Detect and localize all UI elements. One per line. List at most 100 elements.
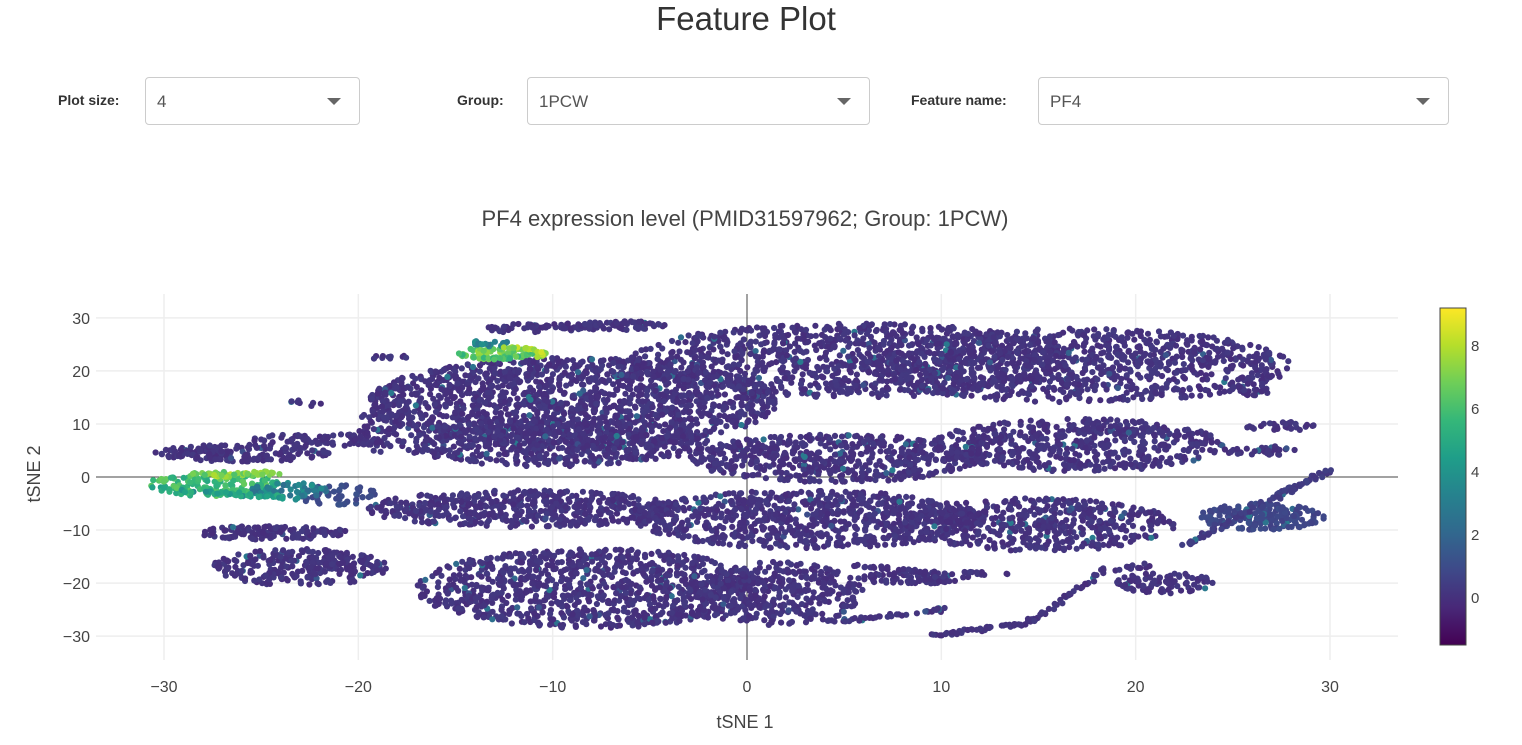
cell-point [893,459,900,466]
cell-point [812,322,819,329]
cell-point [638,375,645,382]
cell-point [848,456,856,463]
cell-point [977,353,984,360]
cell-point [605,377,613,384]
cell-point [1121,436,1128,443]
cell-point [971,359,978,366]
cell-point [1077,460,1084,467]
cell-point [741,370,749,377]
cell-point [1050,466,1057,473]
cell-point [1073,373,1080,381]
cell-point [1266,349,1273,356]
cell-point [633,433,640,441]
cell-point [1131,438,1138,446]
cell-point [1157,333,1164,340]
cell-point [620,382,627,389]
cell-point [688,439,695,446]
cell-point [464,361,471,368]
cell-point [849,441,856,448]
cell-point [1132,350,1139,357]
cell-point [669,404,676,411]
cell-point [854,347,862,354]
cell-point [838,476,845,483]
cell-point [978,460,985,467]
cell-point [514,369,522,376]
cell-point [1006,432,1014,440]
cell-point [675,411,682,418]
cell-point [1152,346,1159,353]
cell-point [1101,465,1108,472]
group-select[interactable]: 1PCW [527,77,870,125]
cell-point [1093,353,1100,361]
cell-point [538,371,546,378]
cell-point [509,438,516,445]
cell-point [906,454,913,461]
cell-point [664,449,672,456]
cell-point [626,400,633,407]
cell-point [1123,372,1130,379]
cell-point [1173,369,1180,376]
cell-point [1141,440,1148,447]
cell-point [758,398,765,405]
cell-point [408,391,415,398]
cell-point [452,409,459,416]
cell-point [998,387,1006,394]
cell-point [459,410,466,417]
cell-point [925,348,933,356]
cell-point [1018,464,1025,471]
cell-point [1037,355,1044,362]
cell-point [740,336,747,343]
cell-point [789,464,797,471]
cell-point [1170,376,1177,383]
cell-point [748,406,755,413]
cell-point [1159,429,1166,436]
cell-point [594,379,602,386]
cell-point [1021,349,1028,356]
cell-point [713,418,720,425]
cell-point [700,409,707,416]
cell-point [587,389,594,396]
feature-name-value: PF4 [1050,92,1082,111]
cell-point [1026,341,1033,349]
plot-size-select[interactable]: 4 [145,77,360,125]
cell-point [1173,353,1180,360]
cell-point [688,434,695,441]
cell-point [988,348,995,355]
cell-point [1285,358,1292,365]
cell-point [491,370,498,377]
cell-point [816,449,823,456]
cell-point [614,412,621,420]
cell-point [626,446,633,453]
cell-point [1142,455,1149,462]
cell-point [610,368,617,375]
cell-point [660,428,667,435]
feature-name-select[interactable]: PF4 [1038,77,1449,125]
cell-point [980,432,987,439]
cell-point [667,438,674,445]
cell-point [446,363,453,371]
cell-point [552,432,559,440]
cell-point [556,438,563,445]
cell-point [1074,343,1081,350]
cell-point [885,477,892,484]
cell-point [1188,333,1195,340]
cell-point [784,390,792,398]
cell-point [372,401,379,408]
cell-point [726,444,733,451]
cell-point [751,413,759,421]
cell-point [749,472,756,479]
cell-point [1063,394,1070,401]
cell-point [957,364,964,371]
cell-point [1202,386,1209,394]
cell-point [1138,418,1145,425]
cell-point [962,443,969,450]
cell-point [585,436,592,443]
cell-point [923,337,930,344]
cell-point [469,363,477,371]
cell-point [938,434,945,441]
cell-point [1148,361,1155,368]
cell-point [1134,363,1141,370]
cell-point [1044,389,1051,396]
feature-scatter-plot[interactable]: PF4 expression level (PMID31597962; Grou… [0,190,1522,745]
cell-point [1086,416,1093,423]
